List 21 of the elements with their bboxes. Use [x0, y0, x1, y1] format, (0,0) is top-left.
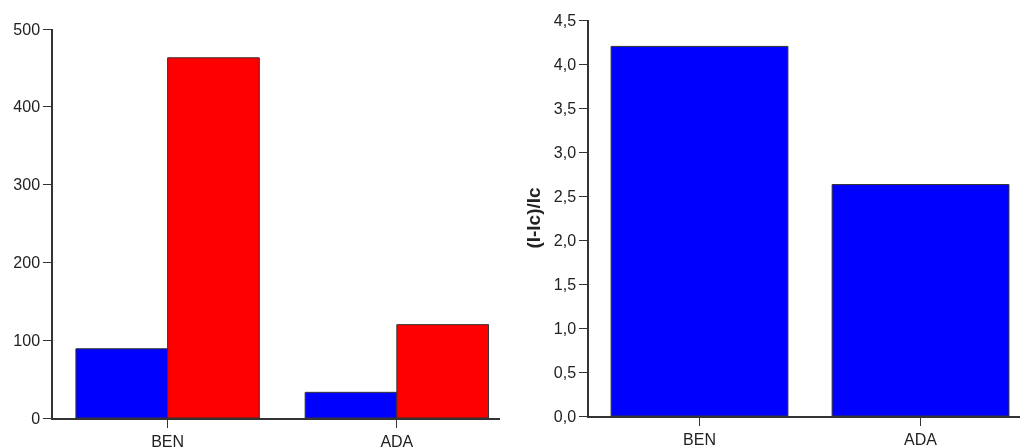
y-tick-label: 3,0: [553, 143, 577, 161]
y-tick-label: 3,5: [553, 99, 577, 117]
y-tick-label: 1,5: [553, 275, 577, 293]
y-axis-title: (I-Ic)/Ic: [523, 186, 545, 249]
y-tick-label: 0,0: [553, 407, 577, 425]
y-tick-label: 500: [13, 20, 41, 38]
x-tick-label: BEN: [683, 430, 716, 448]
y-tick-label: 200: [13, 254, 41, 271]
y-tick-label: 100: [13, 331, 41, 349]
y-tick-label: 400: [13, 98, 41, 116]
y-tick-label: 4,5: [553, 11, 577, 29]
y-tick-label: 0: [31, 409, 41, 427]
y-tick-label: 2,5: [553, 187, 577, 205]
x-tick-label: ADA: [380, 432, 414, 448]
y-tick-label: 0,5: [553, 363, 577, 381]
x-tick-label: BEN: [151, 432, 185, 448]
y-tick-label: 300: [13, 176, 41, 194]
x-tick-label: ADA: [904, 430, 938, 448]
y-tick-label: 2,0: [553, 231, 577, 249]
y-tick-label: 4,0: [553, 55, 577, 73]
y-tick-label: 1,0: [553, 319, 577, 337]
